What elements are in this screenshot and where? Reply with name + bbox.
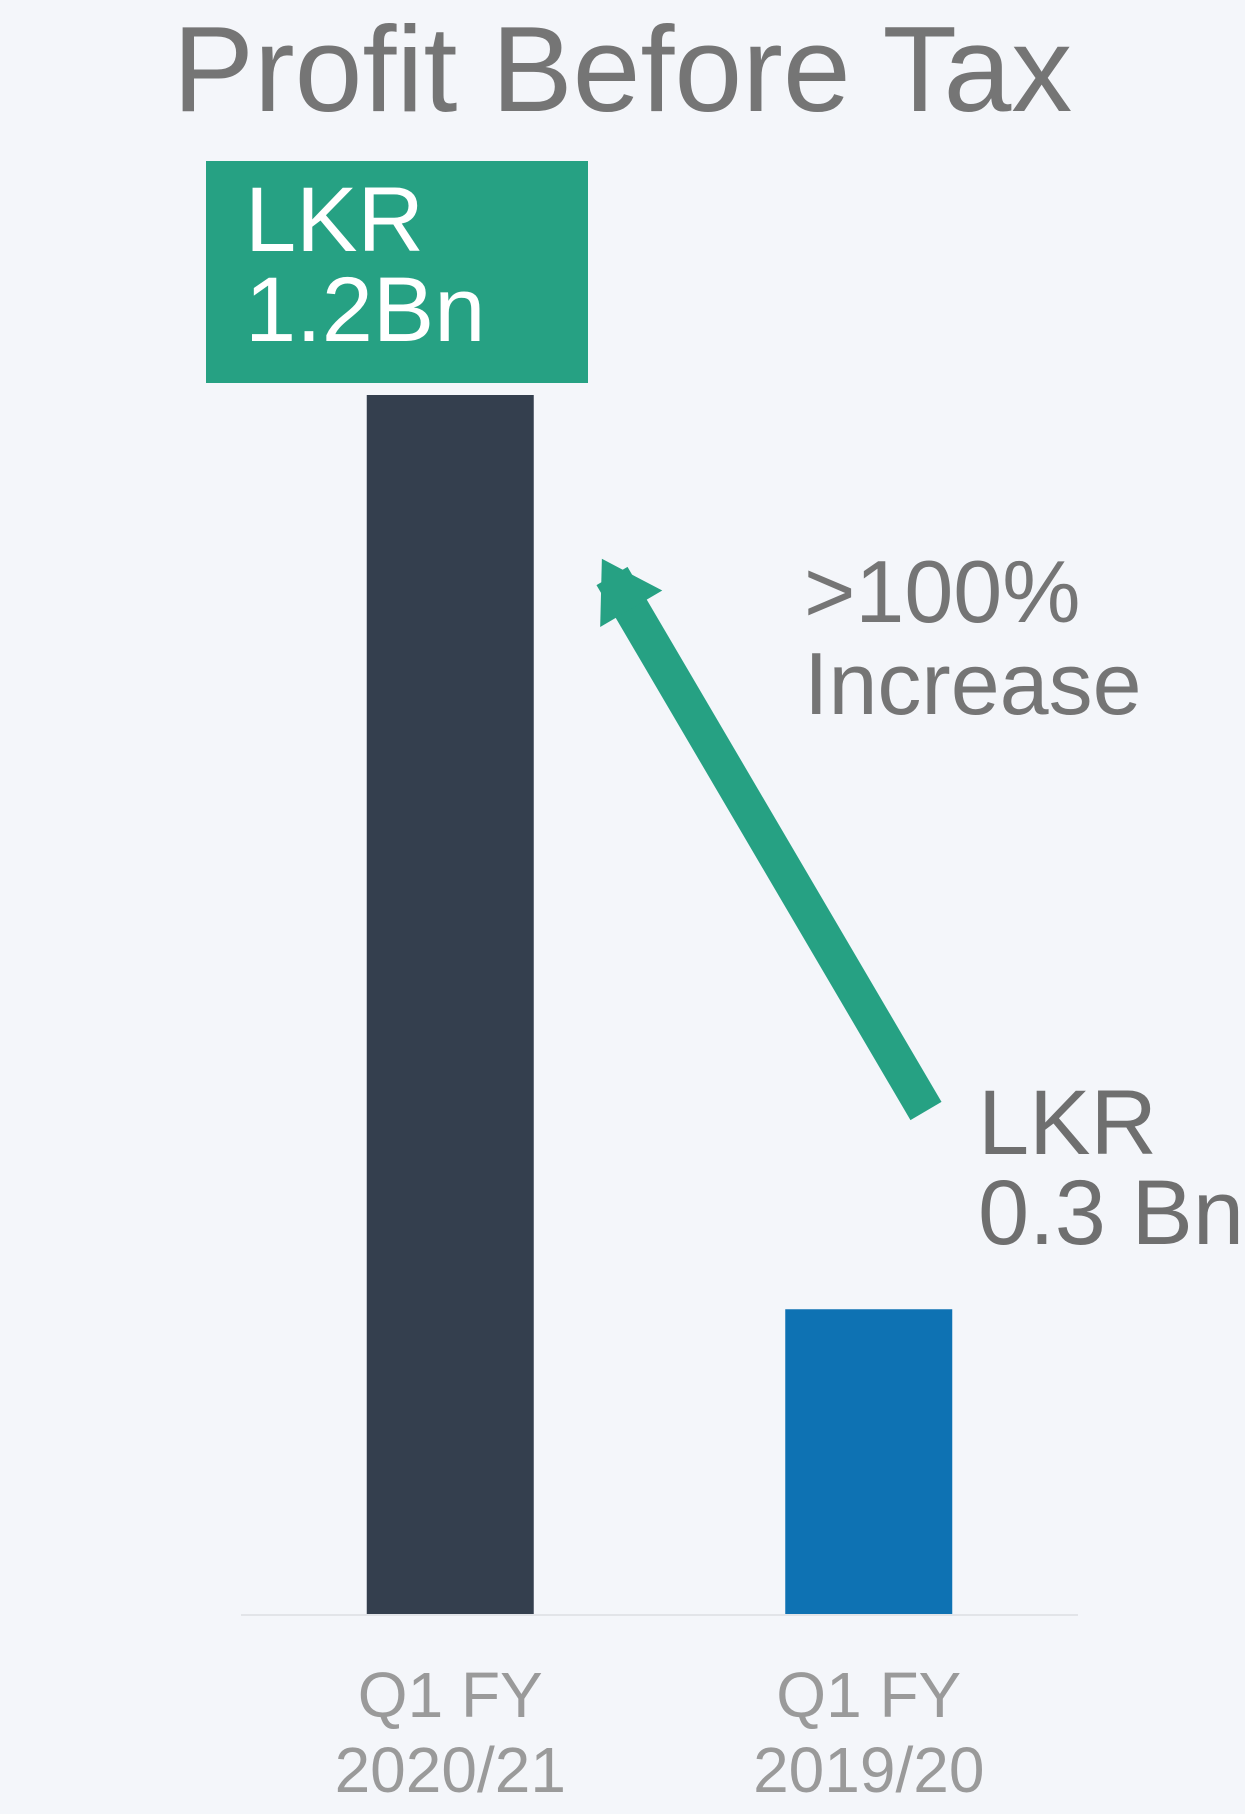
chart-title: Profit Before Tax: [172, 1, 1073, 137]
value-label: LKR 1.2Bn: [245, 169, 486, 362]
value-label-box: [206, 161, 588, 383]
annotation: >100% Increase: [804, 542, 1142, 733]
bar: [785, 1309, 953, 1614]
annotation-arrow-head: [600, 558, 663, 627]
x-tick-label: Q1 FY 2020/21: [334, 1659, 566, 1806]
bar: [366, 395, 534, 1614]
x-tick-label: Q1 FY 2019/20: [753, 1659, 985, 1806]
value-label: LKR 0.3 Bn: [978, 1072, 1244, 1265]
annotation-arrow: [596, 566, 942, 1121]
